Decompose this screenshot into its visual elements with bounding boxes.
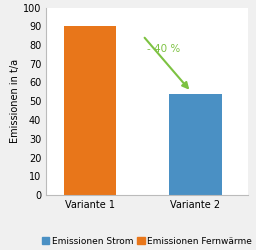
- Text: - 40 %: - 40 %: [147, 44, 180, 54]
- Y-axis label: Emissionen in t/a: Emissionen in t/a: [10, 59, 20, 143]
- Legend: Emissionen Strom, Emissionen Fernwärme: Emissionen Strom, Emissionen Fernwärme: [39, 233, 256, 250]
- Bar: [169, 94, 222, 195]
- Bar: [64, 26, 116, 195]
